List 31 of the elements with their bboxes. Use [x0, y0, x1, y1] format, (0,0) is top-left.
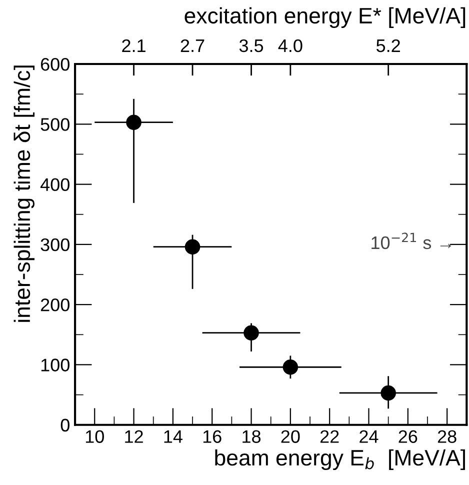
x-tick-label: 14 — [164, 430, 182, 443]
y-tick-label: 600 — [40, 58, 70, 71]
point — [380, 385, 396, 401]
x-tick-label: 12 — [125, 430, 143, 443]
y-tick-label: 0 — [60, 418, 70, 432]
x-tick-label: 16 — [203, 430, 222, 443]
point — [126, 114, 142, 130]
x-tick-label: 10 — [86, 430, 104, 443]
y-tick-label: 400 — [40, 178, 70, 192]
y-tick-label: 100 — [41, 358, 70, 372]
x-tick-label: 24 — [360, 430, 378, 443]
text: 2.1 — [122, 39, 146, 52]
annotation: 10$^{−21}$ s → — [372, 232, 452, 250]
x-tick-label: 20 — [281, 430, 300, 443]
x-tick-label: 22 — [320, 430, 339, 443]
x-axis-title: beam energy E$_{b}$ [MeV/A] — [215, 449, 465, 470]
text: 2.7 — [180, 39, 204, 52]
x2-axis-title: excitation energy E* [MeV/A] — [184, 7, 466, 28]
x-tick-label: 28 — [438, 430, 456, 443]
point — [244, 325, 259, 340]
point — [184, 239, 200, 254]
x-tick-label: 26 — [398, 430, 418, 443]
y-axis-title: inter-splitting time δt [fm/c] — [14, 66, 34, 322]
text: 3.5 — [239, 39, 264, 52]
point — [282, 359, 298, 375]
text: 4.0 — [278, 39, 302, 52]
x-tick-label: 18 — [242, 430, 261, 443]
y-tick-label: 200 — [40, 298, 70, 312]
y-tick-label: 300 — [40, 238, 70, 252]
y-tick-label: 500 — [40, 118, 70, 131]
text: 5.2 — [376, 39, 400, 52]
